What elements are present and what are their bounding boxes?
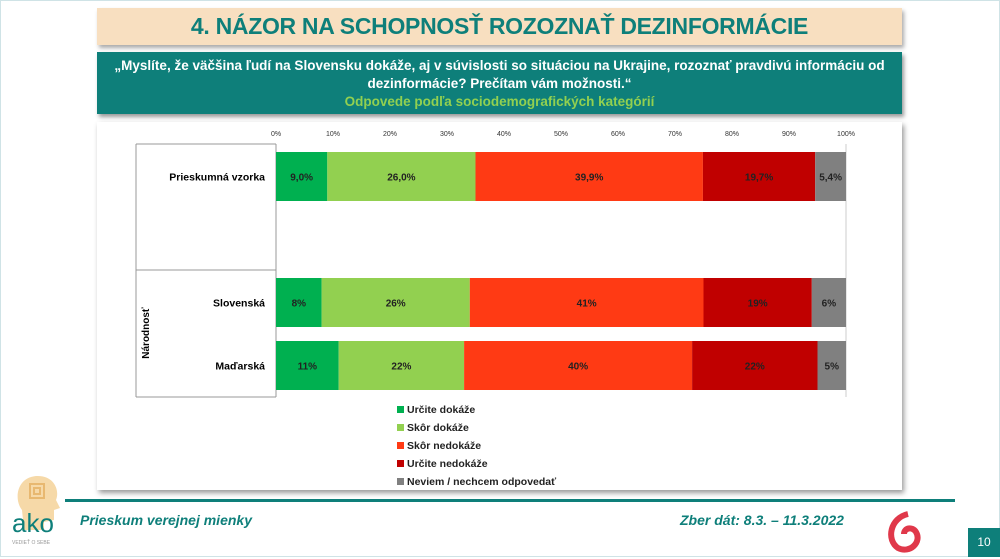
data-label: 5% [825, 362, 840, 373]
legend-swatch [397, 460, 404, 467]
bar-segment [469, 278, 704, 327]
page-number: 10 [968, 528, 1000, 557]
chart-panel: 0% 10% 20% 30% 40% 50% 60% 70% 80% 90% 100% Národno… [97, 122, 902, 490]
data-label: 22% [745, 362, 765, 373]
bar-segment [703, 278, 812, 327]
data-label: 11% [298, 362, 318, 373]
bar-segment [276, 152, 328, 201]
data-label: 22% [391, 362, 411, 373]
group-label: Národnosť [141, 307, 152, 359]
x-tick-label: 40% [497, 131, 511, 138]
data-label: 6% [822, 299, 837, 310]
data-label: 9,0% [290, 173, 313, 184]
stacked-bar-chart: 0% 10% 20% 30% 40% 50% 60% 70% 80% 90% 100% Národno… [135, 131, 855, 488]
data-label: 19,7% [745, 173, 773, 184]
x-tick-label: 0% [271, 131, 281, 138]
x-tick-label: 50% [554, 131, 568, 138]
bar-segment [811, 278, 846, 327]
logo-tagline: VEDIEŤ O SEBE [12, 538, 51, 546]
category-label: Prieskumná vzorka [169, 172, 265, 184]
data-label: 5,4% [819, 173, 842, 184]
bar-segment [321, 278, 470, 327]
x-tick-label: 90% [782, 131, 796, 138]
data-label: 8% [292, 299, 307, 310]
x-tick-label: 100% [837, 131, 855, 138]
data-label: 39,9% [575, 173, 603, 184]
bar-segment [817, 341, 846, 390]
legend-label: Určite nedokáže [407, 458, 488, 470]
legend-label: Neviem / nechcem odpovedať [407, 476, 557, 488]
bar-segment [475, 152, 703, 201]
partner-logo-icon [880, 510, 926, 559]
bar-segment [464, 341, 693, 390]
question-subtitle: Odpovede podľa sociodemografických kateg… [344, 94, 655, 109]
legend-label: Skôr nedokáže [407, 440, 481, 452]
ako-logo: ako VEDIEŤ O SEBE [8, 470, 68, 550]
bar-segment [276, 278, 322, 327]
data-label: 26% [386, 299, 406, 310]
x-tick-label: 60% [611, 131, 625, 138]
legend-swatch [397, 424, 404, 431]
bar-segment [815, 152, 846, 201]
category-label: Maďarská [215, 361, 265, 373]
legend-swatch [397, 406, 404, 413]
x-tick-label: 30% [440, 131, 454, 138]
x-tick-label: 20% [383, 131, 397, 138]
logo-text: ako [12, 508, 54, 538]
x-tick-label: 70% [668, 131, 682, 138]
data-label: 26,0% [387, 173, 415, 184]
bar-segment [338, 341, 465, 390]
x-tick-label: 10% [326, 131, 340, 138]
legend-label: Určite dokáže [407, 404, 475, 416]
slide-title: 4. NÁZOR NA SCHOPNOSŤ ROZOZNAŤ DEZINFORM… [97, 8, 902, 45]
data-label: 19% [748, 299, 768, 310]
legend-label: Skôr dokáže [407, 422, 469, 434]
legend-swatch [397, 442, 404, 449]
question-line-2: dezinformácie? Prečítam vám možnosti.“ [367, 76, 632, 91]
bar-segment [327, 152, 476, 201]
footer-left: Prieskum verejnej mienky [80, 512, 252, 528]
footer-divider [65, 499, 955, 502]
bar-segment [276, 341, 339, 390]
category-label: Slovenská [213, 298, 265, 310]
legend-swatch [397, 478, 404, 485]
question-line-1: „Myslíte, že väčšina ľudí na Slovensku d… [114, 58, 885, 73]
data-label: 41% [577, 299, 597, 310]
bar-segment [692, 341, 818, 390]
data-label: 40% [568, 362, 588, 373]
bar-segment [702, 152, 816, 201]
question-box: „Myslíte, že väčšina ľudí na Slovensku d… [97, 52, 902, 114]
x-tick-label: 80% [725, 131, 739, 138]
footer-right: Zber dát: 8.3. – 11.3.2022 [680, 512, 844, 528]
